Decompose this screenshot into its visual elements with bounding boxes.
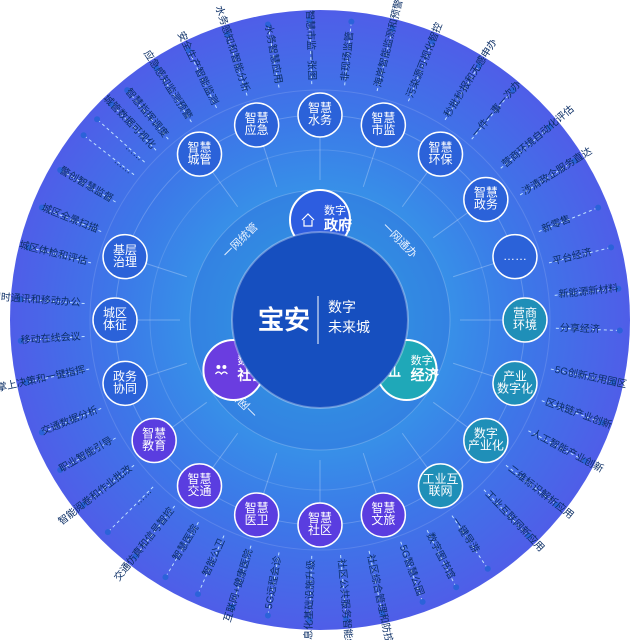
outer-dot — [617, 327, 623, 333]
center-right-bottom: 未来城 — [328, 319, 370, 335]
center-right-top: 数字 — [328, 299, 356, 315]
inner-node-sub: 数字 — [411, 353, 433, 367]
mid-node[interactable]: 城区体征 — [93, 298, 137, 342]
outer-dot — [81, 132, 87, 138]
mid-node[interactable]: 智慧社区 — [298, 503, 342, 547]
outer-dot — [94, 116, 100, 122]
mid-node[interactable]: …… — [493, 235, 537, 279]
outer-dot — [420, 599, 426, 605]
mid-node-label: 体征 — [103, 318, 127, 332]
mid-node[interactable]: 政务协同 — [103, 361, 147, 405]
mid-node-label: 水务 — [308, 112, 332, 127]
mid-node[interactable]: 产业数字化 — [493, 361, 537, 405]
mid-node[interactable]: 智慧市监 — [361, 103, 405, 147]
center-core: 宝安 数字未来城 — [232, 232, 408, 408]
mid-node[interactable]: 智慧医卫 — [235, 493, 279, 537]
mid-node-label: 协同 — [113, 381, 137, 396]
mid-node[interactable]: 工业互联网 — [418, 464, 462, 508]
mid-node-label: 联网 — [428, 484, 452, 498]
mid-node[interactable]: 智慧教育 — [132, 418, 176, 462]
outer-dot — [162, 574, 168, 580]
mid-node[interactable]: 营商环境 — [503, 298, 547, 342]
inner-node-sub: 数字 — [324, 203, 346, 217]
outer-dot — [595, 205, 601, 211]
mid-node[interactable]: 数字产业化 — [464, 418, 508, 462]
outer-dot — [195, 591, 201, 597]
outer-dot — [348, 19, 354, 25]
mid-node[interactable]: 智慧政务 — [464, 178, 508, 222]
mid-node[interactable]: 智慧环保 — [418, 132, 462, 176]
mid-node[interactable]: 智慧文旅 — [361, 493, 405, 537]
mid-node-label: 环保 — [428, 152, 452, 166]
mid-node-label: 市监 — [371, 122, 395, 137]
outer-dot — [453, 584, 459, 590]
radial-diagram: 智慧指挥调度应急感知监测预警安全生产智能监测水务感知和智能分析水务智慧应用智慧市… — [0, 0, 640, 640]
mid-node-label: 政务 — [474, 197, 498, 212]
inner-node-label: 政府 — [324, 217, 352, 233]
mid-node-label: 产业化 — [468, 439, 504, 453]
center-left: 宝安 — [258, 305, 310, 335]
mid-node-label: 教育 — [142, 438, 166, 453]
mid-node[interactable]: 智慧应急 — [235, 103, 279, 147]
mid-node-label: 应急 — [245, 122, 269, 137]
outer-dot — [485, 566, 491, 572]
mid-node-label: 交通 — [187, 483, 211, 498]
mid-node-label: 文旅 — [371, 512, 395, 527]
mid-node[interactable]: 基层治理 — [103, 235, 147, 279]
outer-dot — [265, 612, 271, 618]
mid-node-label: 社区 — [308, 522, 332, 537]
mid-node[interactable]: 智慧水务 — [298, 93, 342, 137]
mid-node-label: 医卫 — [245, 513, 269, 527]
mid-node-label: 数字化 — [497, 381, 533, 396]
mid-node[interactable]: 智慧城管 — [178, 132, 222, 176]
mid-node-label: 治理 — [113, 255, 137, 269]
mid-node-label: 城管 — [187, 151, 211, 166]
outer-dot — [608, 244, 614, 250]
mid-node-label: 环境 — [513, 317, 537, 332]
mid-node-label: …… — [503, 249, 527, 263]
outer-dot — [105, 529, 111, 535]
mid-node[interactable]: 智慧交通 — [178, 464, 222, 508]
inner-node-label: 经济 — [411, 367, 440, 383]
